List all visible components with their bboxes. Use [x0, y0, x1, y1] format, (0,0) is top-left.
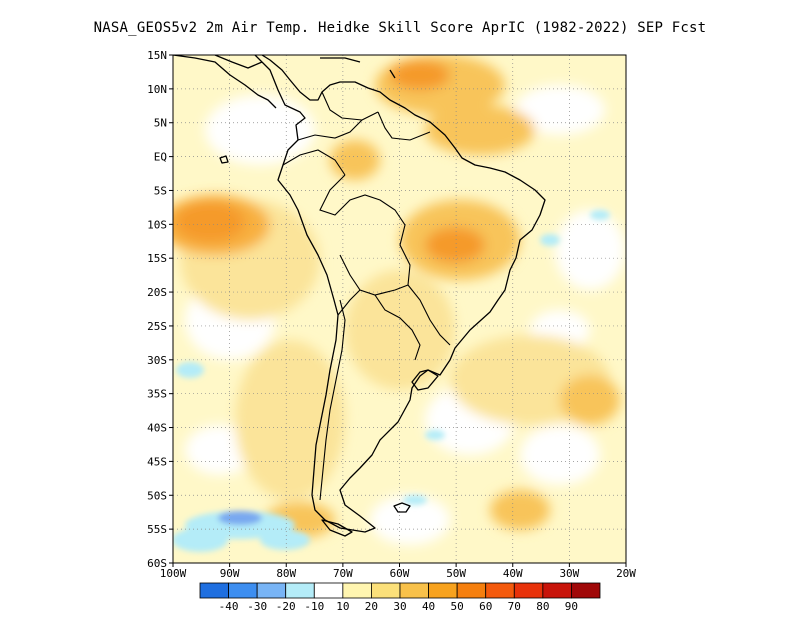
colorbar-label: 60	[479, 600, 492, 613]
lat-label: 45S	[147, 455, 167, 468]
colorbar	[199, 582, 601, 599]
lat-label: 10N	[147, 83, 167, 96]
lon-label: 60W	[390, 567, 410, 580]
colorbar-label: -10	[304, 600, 324, 613]
colorbar-swatch	[485, 582, 515, 599]
skill-shading	[173, 55, 625, 552]
lat-label: 25S	[147, 320, 167, 333]
colorbar-label: 70	[508, 600, 521, 613]
chart-title: NASA_GEOS5v2 2m Air Temp. Heidke Skill S…	[93, 20, 707, 36]
colorbar-label: 50	[451, 600, 464, 613]
lon-label: 50W	[446, 567, 466, 580]
colorbar-swatch	[371, 582, 401, 599]
colorbar-label: 90	[565, 600, 578, 613]
lat-label: 35S	[147, 388, 167, 401]
longitude-axis: 100W 90W 80W 70W 60W 50W 40W 30W 20W	[160, 563, 636, 580]
lon-label: 20W	[616, 567, 636, 580]
coastlines	[173, 55, 546, 537]
colorbar-swatch	[342, 582, 372, 599]
colorbar-swatch	[399, 582, 429, 599]
colorbar-swatch	[313, 582, 344, 599]
colorbar-labels: -40 -30 -20 -10 10 20 30 40 50 60 70 80 90	[219, 600, 578, 613]
colorbar-swatch	[199, 582, 229, 599]
lat-label: 20S	[147, 286, 167, 299]
colorbar-label: 30	[393, 600, 406, 613]
colorbar-swatch	[285, 582, 315, 599]
colorbar-label: -30	[247, 600, 267, 613]
colorbar-swatch	[256, 582, 287, 599]
colorbar-label: 80	[536, 600, 549, 613]
grid-lines	[173, 55, 626, 563]
lat-label: 30S	[147, 354, 167, 367]
lon-label: 90W	[220, 567, 240, 580]
lat-label: 40S	[147, 422, 167, 435]
colorbar-label: 20	[365, 600, 378, 613]
colorbar-label: -40	[219, 600, 239, 613]
colorbar-label: 10	[336, 600, 349, 613]
lon-label: 40W	[503, 567, 523, 580]
colorbar-swatch	[542, 582, 572, 599]
lat-label: 60S	[147, 557, 167, 570]
lon-label: 100W	[160, 567, 187, 580]
lat-label: 50S	[147, 489, 167, 502]
lat-label: 15N	[147, 49, 167, 62]
colorbar-swatch	[228, 582, 258, 599]
lat-label: EQ	[154, 151, 167, 164]
lon-label: 70W	[333, 567, 353, 580]
latitude-axis: 15N 10N 5N EQ 5S 10S 15S 20S 25S 30S 35S 40S 45S 50S 5…	[147, 49, 173, 570]
lat-label: 15S	[147, 252, 167, 265]
lat-label: 5S	[154, 184, 167, 197]
country-borders	[282, 91, 451, 501]
colorbar-swatch	[571, 582, 601, 599]
colorbar-swatch	[456, 582, 487, 599]
colorbar-label: 40	[422, 600, 435, 613]
colorbar-swatch	[428, 582, 458, 599]
lat-label: 10S	[147, 218, 167, 231]
lat-label: 5N	[154, 117, 167, 130]
lon-label: 30W	[559, 567, 579, 580]
lat-label: 55S	[147, 523, 167, 536]
lon-label: 80W	[276, 567, 296, 580]
colorbar-label: -20	[276, 600, 296, 613]
colorbar-swatch	[513, 582, 544, 599]
